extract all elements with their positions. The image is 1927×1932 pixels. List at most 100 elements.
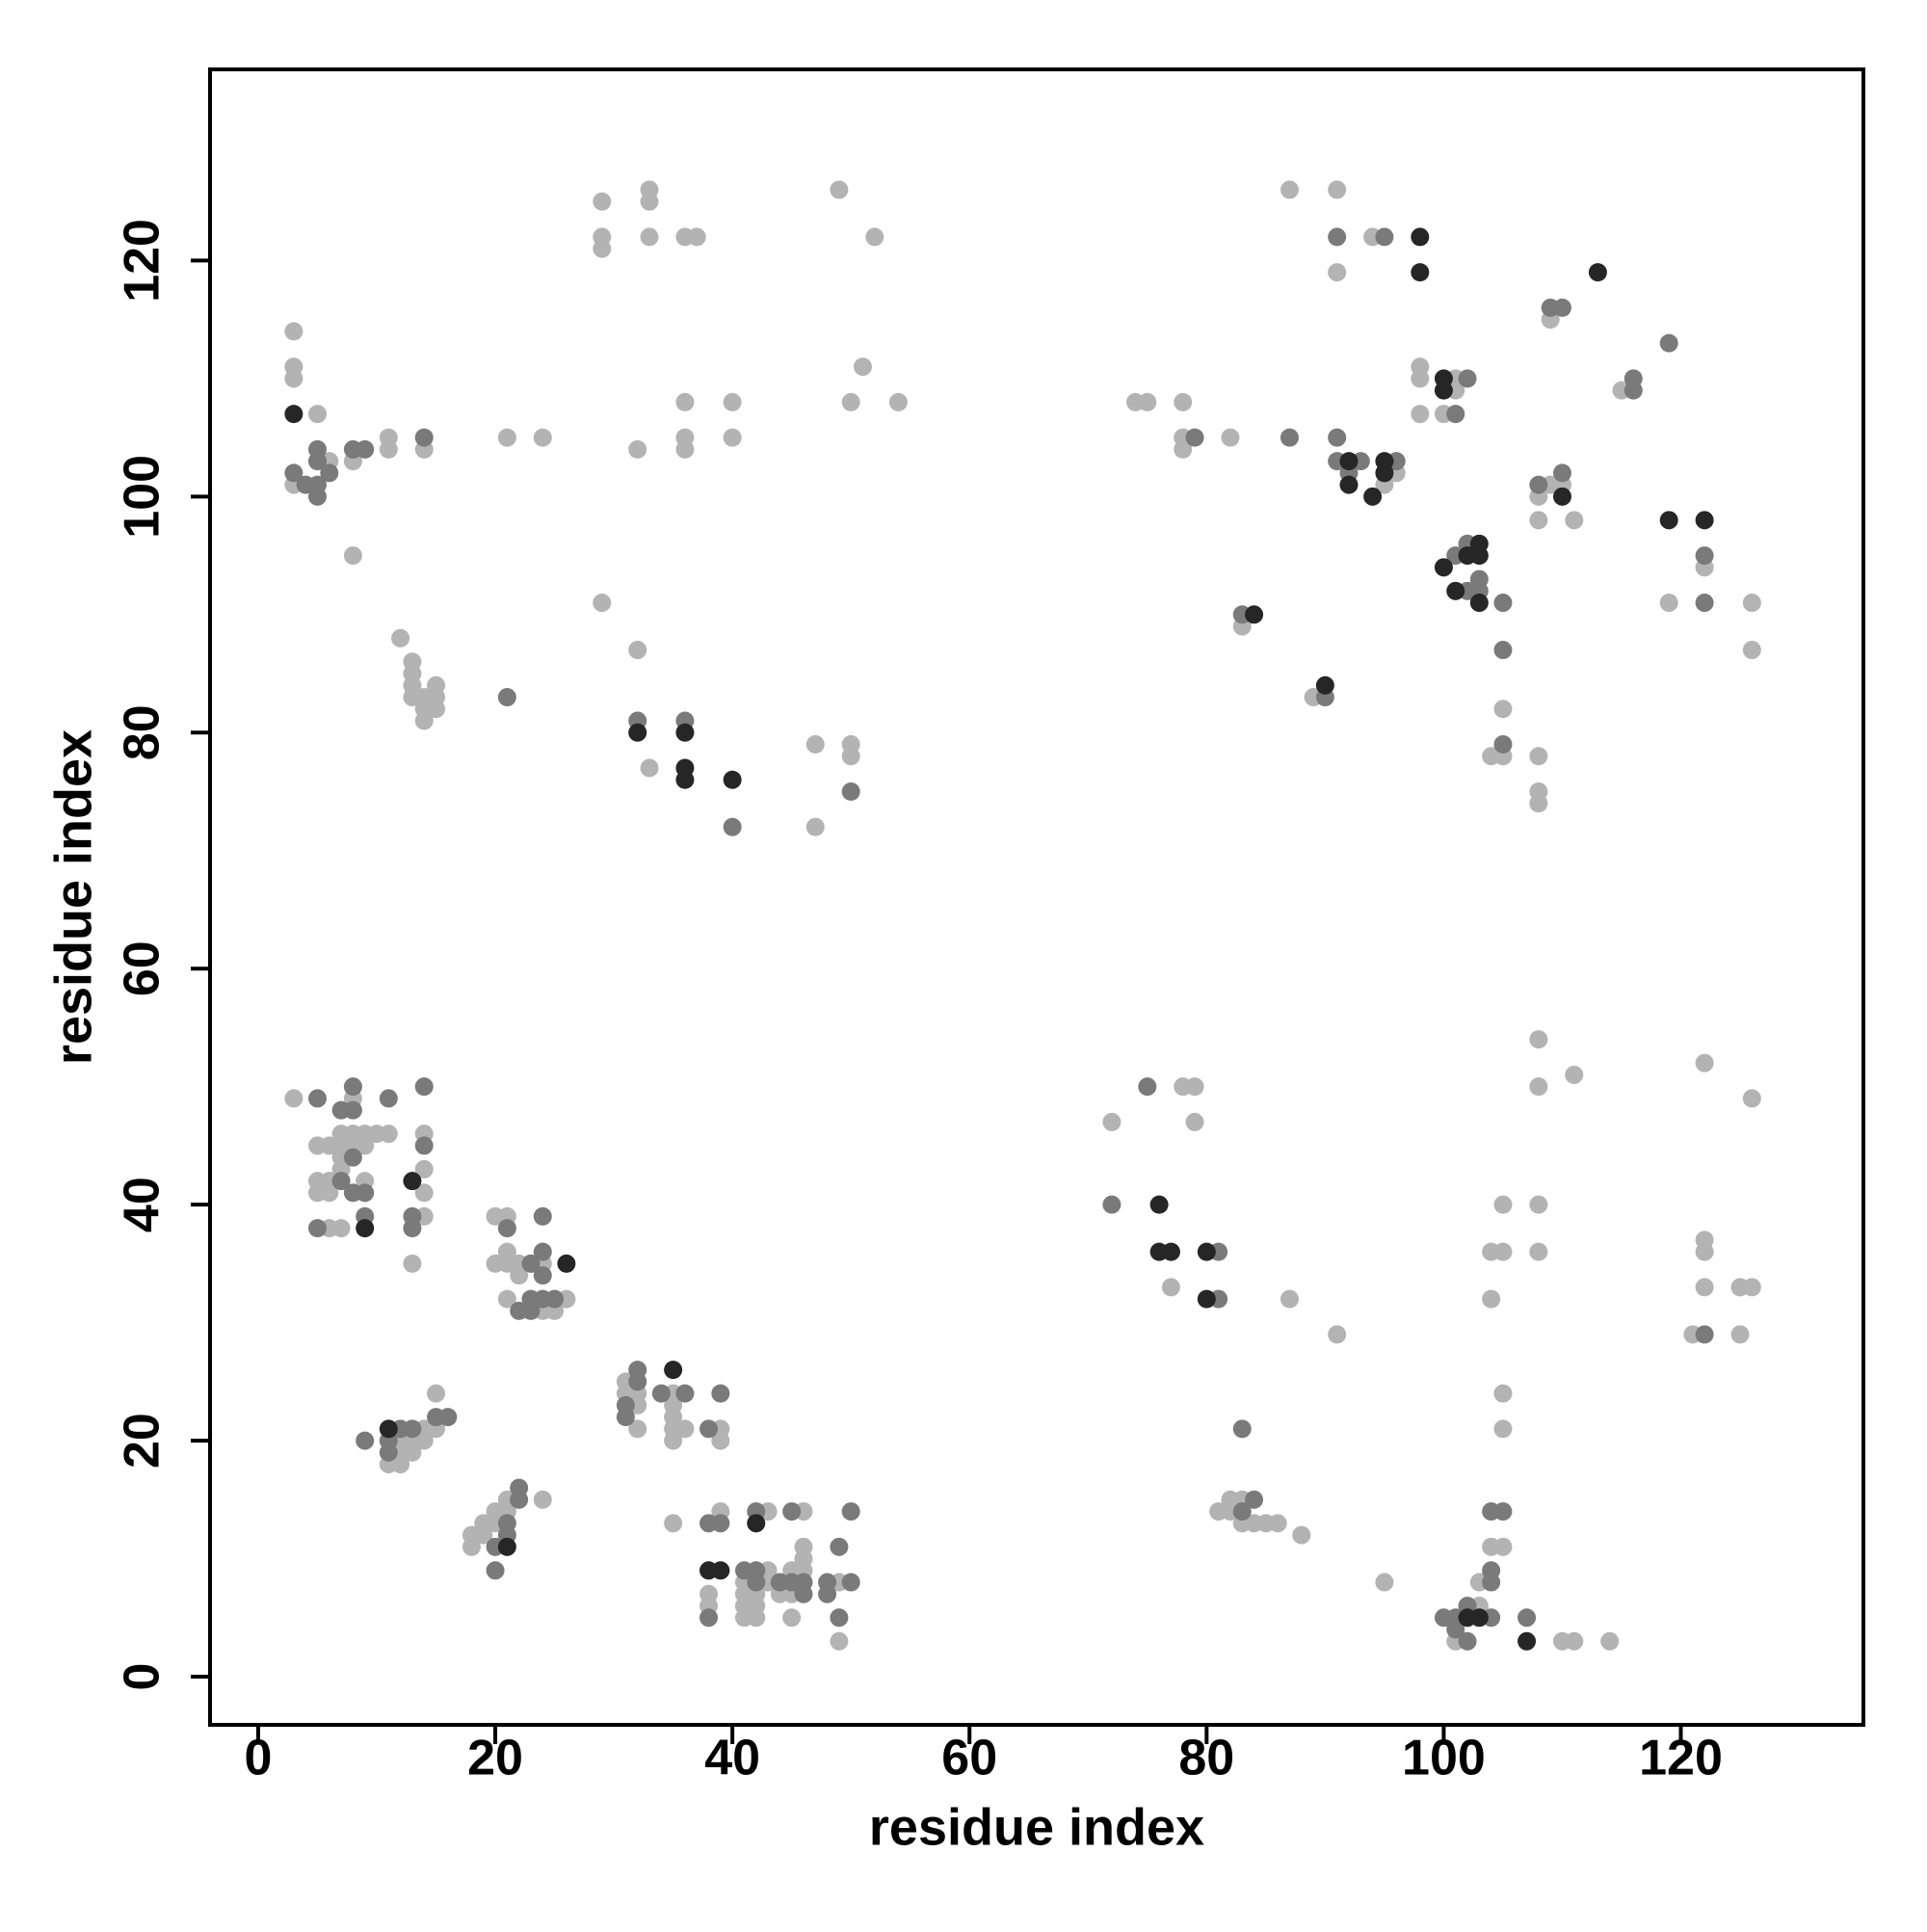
point bbox=[675, 723, 695, 742]
point bbox=[1623, 381, 1643, 400]
point bbox=[628, 723, 647, 742]
point bbox=[687, 227, 706, 247]
point bbox=[403, 1419, 422, 1439]
point bbox=[284, 1089, 304, 1108]
point bbox=[675, 1419, 695, 1439]
point bbox=[1588, 263, 1607, 282]
point bbox=[1161, 1242, 1180, 1261]
point bbox=[830, 1608, 849, 1628]
plot-frame bbox=[208, 67, 1865, 1727]
point bbox=[1434, 558, 1453, 577]
point bbox=[379, 1419, 398, 1439]
point bbox=[533, 428, 552, 447]
point bbox=[841, 1573, 860, 1592]
point bbox=[1493, 1537, 1513, 1556]
point bbox=[356, 439, 375, 459]
point bbox=[628, 1419, 647, 1439]
point bbox=[1174, 439, 1193, 459]
point bbox=[284, 405, 304, 424]
point bbox=[841, 392, 860, 411]
point bbox=[1493, 700, 1513, 719]
point bbox=[675, 392, 695, 411]
point bbox=[711, 1561, 730, 1580]
point bbox=[414, 1136, 434, 1155]
point bbox=[1742, 1278, 1761, 1297]
point bbox=[1742, 641, 1761, 660]
point bbox=[1493, 1419, 1513, 1439]
y-tick-label: 100 bbox=[115, 455, 171, 539]
point bbox=[1493, 1502, 1513, 1522]
point bbox=[723, 428, 742, 447]
point bbox=[1552, 298, 1571, 317]
point bbox=[1174, 392, 1193, 411]
point bbox=[1695, 1278, 1714, 1297]
point bbox=[1482, 1573, 1501, 1592]
point bbox=[1742, 594, 1761, 613]
point bbox=[1529, 1030, 1548, 1049]
point bbox=[1232, 1502, 1252, 1522]
point bbox=[1695, 1053, 1714, 1072]
point bbox=[356, 1183, 375, 1203]
point bbox=[651, 1384, 671, 1403]
point bbox=[331, 1219, 351, 1238]
point bbox=[1280, 180, 1299, 199]
point bbox=[841, 782, 860, 802]
point bbox=[497, 1289, 516, 1309]
point bbox=[805, 735, 825, 754]
point bbox=[1742, 1089, 1761, 1108]
point bbox=[711, 1384, 730, 1403]
point bbox=[1446, 581, 1465, 600]
point bbox=[1315, 675, 1334, 695]
point bbox=[593, 239, 612, 258]
point bbox=[1375, 463, 1394, 483]
point bbox=[865, 227, 884, 247]
point bbox=[1695, 511, 1714, 530]
point bbox=[403, 1254, 422, 1273]
point bbox=[1328, 428, 1347, 447]
point bbox=[1375, 1573, 1394, 1592]
point bbox=[700, 1608, 719, 1628]
point bbox=[841, 747, 860, 766]
point bbox=[1552, 487, 1571, 506]
point bbox=[414, 711, 434, 730]
y-axis-title: residue index bbox=[44, 729, 102, 1065]
y-tick-label: 0 bbox=[115, 1663, 171, 1691]
point bbox=[711, 1431, 730, 1450]
point bbox=[830, 1631, 849, 1651]
point bbox=[1493, 594, 1513, 613]
point bbox=[391, 628, 410, 648]
point bbox=[1565, 1631, 1584, 1651]
point bbox=[1375, 227, 1394, 247]
point bbox=[1102, 1195, 1122, 1214]
point bbox=[356, 1219, 375, 1238]
point bbox=[1268, 1514, 1287, 1533]
point bbox=[1493, 735, 1513, 754]
point bbox=[1529, 511, 1548, 530]
point bbox=[616, 1408, 635, 1427]
point bbox=[427, 1384, 446, 1403]
point bbox=[841, 1502, 860, 1522]
point bbox=[331, 1172, 351, 1191]
point bbox=[1339, 475, 1359, 494]
point bbox=[1185, 1077, 1204, 1097]
point bbox=[628, 439, 647, 459]
point bbox=[1493, 1384, 1513, 1403]
point bbox=[307, 1089, 327, 1108]
y-tick-label: 20 bbox=[115, 1413, 171, 1469]
point bbox=[379, 439, 398, 459]
y-tick-label: 60 bbox=[115, 940, 171, 996]
point bbox=[723, 770, 742, 789]
point bbox=[356, 1431, 375, 1450]
point bbox=[1280, 1289, 1299, 1309]
point bbox=[782, 1608, 802, 1628]
point bbox=[320, 1183, 339, 1203]
point bbox=[1328, 180, 1347, 199]
point bbox=[284, 463, 304, 483]
y-tick-label: 40 bbox=[115, 1177, 171, 1232]
point bbox=[1565, 511, 1584, 530]
point bbox=[414, 428, 434, 447]
point bbox=[379, 1089, 398, 1108]
point bbox=[675, 439, 695, 459]
point bbox=[723, 817, 742, 836]
point bbox=[1411, 227, 1430, 247]
